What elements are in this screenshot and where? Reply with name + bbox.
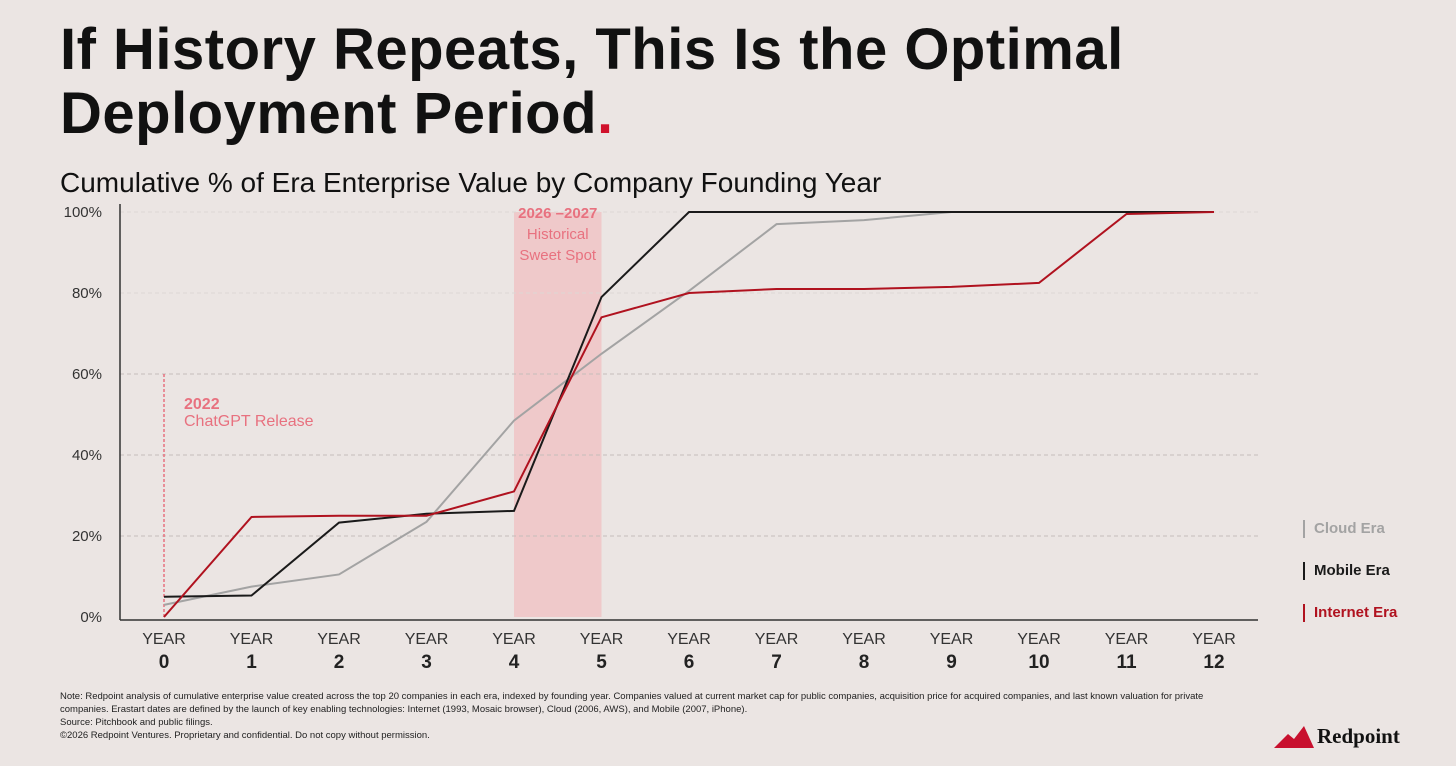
copyright-text: ©2026 Redpoint Ventures. Proprietary and… — [60, 730, 430, 741]
y-tick-label: 20% — [72, 528, 102, 545]
legend-mobile-era: Mobile Era — [1303, 562, 1397, 580]
legend-internet-era: Internet Era — [1303, 604, 1397, 622]
band-label-1: Historical — [527, 226, 589, 243]
x-tick-prefix: YEAR — [317, 631, 361, 648]
x-tick-prefix: YEAR — [1105, 631, 1149, 648]
x-tick-label: 11 — [1116, 652, 1137, 673]
x-tick-label: 10 — [1028, 652, 1049, 673]
legend-cloud-era: Cloud Era — [1303, 520, 1397, 538]
logo-text: Redpoint — [1317, 724, 1400, 748]
legend: Cloud Era Mobile Era Internet Era — [1303, 520, 1397, 646]
annotation-label: ChatGPT Release — [184, 413, 314, 430]
x-tick-label: 5 — [596, 652, 607, 673]
x-tick-prefix: YEAR — [1192, 631, 1236, 648]
x-tick-label: 9 — [946, 652, 957, 673]
x-tick-prefix: YEAR — [492, 631, 536, 648]
y-tick-label: 80% — [72, 285, 102, 302]
chart-subtitle: Cumulative % of Era Enterprise Value by … — [60, 167, 882, 198]
redpoint-logo: Redpoint — [1274, 724, 1400, 749]
title-text: If History Repeats, This Is the Optimal … — [60, 17, 1124, 146]
x-tick-prefix: YEAR — [1017, 631, 1061, 648]
x-tick-prefix: YEAR — [842, 631, 886, 648]
mountain-logo-icon — [1274, 725, 1314, 748]
x-tick-label: 3 — [421, 652, 432, 673]
x-tick-label: 2 — [334, 652, 345, 673]
x-tick-prefix: YEAR — [230, 631, 274, 648]
annotation-year: 2022 — [184, 396, 220, 413]
series-line-cloud-era — [163, 211, 1214, 606]
note-text: Note: Redpoint analysis of cumulative en… — [60, 691, 1204, 715]
source-text: Source: Pitchbook and public filings. — [60, 717, 213, 728]
band-label-2: Sweet Spot — [519, 247, 597, 264]
x-tick-label: 7 — [771, 652, 782, 673]
y-tick-label: 40% — [72, 447, 102, 464]
y-tick-label: 100% — [64, 204, 102, 221]
x-tick-prefix: YEAR — [755, 631, 799, 648]
x-tick-label: 8 — [859, 652, 870, 673]
y-tick-label: 0% — [80, 609, 102, 626]
x-tick-label: 12 — [1203, 652, 1224, 673]
y-tick-label: 60% — [72, 366, 102, 383]
series-line-mobile-era — [163, 211, 1214, 598]
x-tick-prefix: YEAR — [930, 631, 974, 648]
x-tick-label: 0 — [159, 652, 170, 673]
x-tick-label: 6 — [684, 652, 695, 673]
series-line-internet-era — [163, 211, 1215, 618]
x-tick-prefix: YEAR — [667, 631, 711, 648]
sweet-spot-band — [514, 212, 602, 617]
title-dot: . — [597, 81, 614, 146]
x-tick-label: 1 — [246, 652, 257, 673]
line-chart: 0% 20% 40% 60% 80% 100% YEAR 0 YEAR 1 YEAR 2 YEAR 3 YE… — [64, 204, 1258, 673]
x-tick-prefix: YEAR — [142, 631, 186, 648]
page-title: If History Repeats, This Is the Optimal … — [60, 18, 1360, 146]
x-tick-prefix: YEAR — [580, 631, 624, 648]
footnote: Note: Redpoint analysis of cumulative en… — [60, 690, 1220, 742]
x-tick-label: 4 — [509, 652, 520, 673]
x-tick-prefix: YEAR — [405, 631, 449, 648]
band-year: 2026 –2027 — [518, 205, 597, 222]
